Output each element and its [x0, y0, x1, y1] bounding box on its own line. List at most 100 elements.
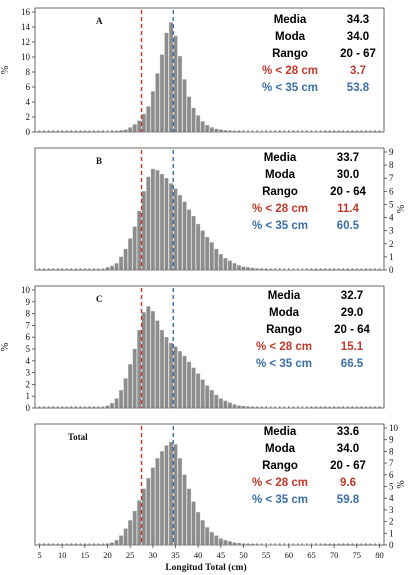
pct-under-28-label: % < 28 cm [256, 341, 312, 353]
baseline-marker [174, 406, 177, 408]
y-tick-label: 1 [389, 528, 394, 538]
baseline-marker [229, 543, 231, 545]
baseline-marker [369, 130, 372, 132]
baseline-marker [84, 130, 86, 132]
baseline-marker [269, 130, 272, 132]
pct-under-28-value: 11.4 [337, 203, 359, 215]
baseline-marker [142, 130, 145, 132]
baseline-marker [174, 268, 177, 270]
baseline-marker [124, 543, 127, 545]
y-tick-label: 4 [26, 97, 31, 107]
baseline-marker [43, 130, 45, 132]
y-tick-label: 3 [389, 226, 394, 236]
baseline-marker [47, 130, 50, 132]
baseline-marker [324, 543, 326, 545]
stats-box-a: Media 34.3 Moda 34.0 Rango 20 - 67 % < 28 c… [250, 12, 386, 97]
y-tick-label: 4 [26, 356, 31, 366]
y-tick-label: 0 [389, 265, 394, 275]
y-axis-label: % [396, 480, 407, 488]
baseline-marker [161, 268, 163, 270]
histogram-bar [155, 170, 160, 271]
histogram-bar [132, 226, 137, 271]
baseline-marker [170, 268, 172, 270]
histogram-bar [155, 458, 160, 546]
baseline-marker [47, 268, 50, 270]
histogram-bar [168, 441, 173, 546]
baseline-marker [274, 406, 277, 408]
baseline-marker [188, 543, 190, 545]
baseline-marker [301, 406, 304, 408]
y-tick-label: 1 [26, 391, 31, 401]
baseline-marker [242, 543, 245, 545]
histogram-bar [173, 35, 178, 133]
baseline-marker [365, 406, 367, 408]
baseline-marker [206, 268, 209, 270]
baseline-marker [342, 406, 345, 408]
baseline-marker [328, 268, 331, 270]
baseline-marker [201, 268, 204, 270]
baseline-marker [93, 406, 95, 408]
baseline-marker [292, 406, 295, 408]
baseline-marker [215, 268, 218, 270]
y-tick-label: 2 [389, 239, 394, 249]
baseline-marker [260, 130, 263, 132]
baseline-marker [201, 406, 204, 408]
baseline-marker [297, 406, 299, 408]
baseline-marker [220, 130, 222, 132]
y-tick-label: 8 [389, 446, 394, 456]
baseline-marker [61, 268, 63, 270]
pct-under-28-label: % < 28 cm [262, 65, 318, 77]
baseline-marker [120, 268, 122, 270]
baseline-marker [315, 543, 317, 545]
baseline-marker [106, 268, 109, 270]
baseline-marker [256, 543, 258, 545]
baseline-marker [129, 543, 131, 545]
x-tick-label: 5 [37, 550, 41, 560]
baseline-marker [238, 543, 240, 545]
baseline-marker [70, 543, 73, 545]
baseline-marker [79, 406, 82, 408]
baseline-marker [315, 406, 317, 408]
histogram-bar [128, 238, 133, 271]
baseline-marker [201, 543, 204, 545]
y-tick-label: 8 [26, 309, 31, 319]
baseline-marker [365, 268, 367, 270]
baseline-marker [265, 268, 267, 270]
histogram-bar [132, 510, 137, 546]
y-tick-label: 3 [26, 368, 31, 378]
baseline-marker [156, 268, 159, 270]
baseline-marker [179, 406, 181, 408]
histogram-bar [159, 54, 164, 133]
baseline-marker [356, 406, 358, 408]
baseline-marker [61, 406, 63, 408]
rango-label: Rango [262, 460, 298, 472]
baseline-marker [351, 130, 354, 132]
baseline-marker [247, 268, 249, 270]
y-tick-label: 5 [389, 482, 394, 492]
histogram-bar [182, 474, 187, 546]
baseline-marker [351, 543, 354, 545]
histogram-bar [155, 320, 160, 409]
baseline-marker [274, 543, 277, 545]
baseline-marker [38, 406, 41, 408]
baseline-marker [201, 130, 204, 132]
baseline-marker [333, 543, 335, 545]
histogram-bar [209, 242, 214, 271]
baseline-marker [133, 130, 136, 132]
baseline-marker [360, 268, 363, 270]
baseline-marker [179, 543, 181, 545]
baseline-marker [292, 268, 295, 270]
moda-value: 30.0 [336, 169, 360, 181]
baseline-marker [283, 130, 286, 132]
baseline-marker [369, 268, 372, 270]
baseline-marker [115, 543, 118, 545]
baseline-marker [152, 268, 154, 270]
baseline-marker [97, 543, 100, 545]
pct-under-35-value: 53.8 [346, 82, 370, 94]
histogram-bar [205, 385, 210, 409]
media-value: 34.3 [346, 14, 370, 26]
histogram-bar [205, 527, 210, 546]
histogram-bar [168, 342, 173, 409]
histogram-bar [119, 256, 124, 271]
baseline-marker [165, 543, 168, 545]
